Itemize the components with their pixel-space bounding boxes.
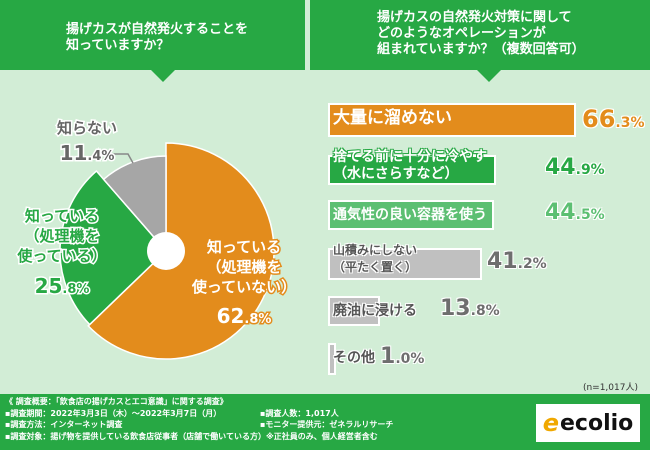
pie-slice-label: 使っていない） [191,278,296,296]
survey-provider: ▪モニター提供元：ゼネラルリサーチ [260,420,394,429]
value-integer: 11 [60,141,88,165]
bar-value: 13.8% [440,296,500,321]
pie-slice-label: 使っている） [16,247,106,265]
bar-label: 捨てる前に十分に冷やす （水にさらすなど） [333,149,487,183]
pie-center-hole [147,232,185,270]
header-pointer [151,70,175,82]
value-decimal: .9% [575,162,605,178]
value-decimal: .4% [87,149,114,164]
pie-slice [59,169,168,326]
value-integer: 66 [582,105,616,133]
pie-chart: 知っている（処理機を使っていない）62.8%知っている（処理機を使っている）25… [15,118,298,360]
value-decimal: .5% [575,207,605,223]
value-decimal: .2% [517,256,547,272]
left-question-line1: 揚げカスが自然発火することを [66,22,249,37]
survey-count: ▪調査人数：1,017人 [260,408,339,418]
value-decimal: .0% [395,351,425,367]
survey-period: ▪調査期間：2022年3月3日（木）～2022年3月7日（月） [5,408,222,418]
bar-label: 廃油に浸ける [333,303,417,320]
bar-value: 1.0% [380,344,424,369]
value-decimal: .8% [470,303,500,319]
sample-size-note: (n=1,017人) [582,383,638,393]
bar-value: 41.2% [487,249,547,274]
value-integer: 25 [35,274,63,298]
pie-slice-value: 11.4% [60,141,115,165]
right-question-line1: 揚げカスの自然発火対策に関して [377,10,572,25]
bar-label: 大量に溜めない [333,110,452,127]
pie-slice-value: 62.8% [217,304,272,328]
value-integer: 44 [545,155,576,180]
left-question-line2: 知っていますか？ [66,38,170,53]
pie-slice-label: （処理機を [206,258,281,276]
survey-overview: 《 調査概要：「飲食店の揚げカスとエコ意識」に関する調査》 [5,397,228,406]
bar [328,343,336,375]
ecolio-logo: e ecolio [536,404,640,442]
bar [328,200,495,230]
survey-method: ▪調査方法：インターネット調査 [5,420,123,429]
logo-text: ecolio [560,410,634,436]
bar-label: 通気性の良い容器を使う [333,207,487,224]
bar-value: 66.3% [582,105,645,133]
bar-label-line: 通気性の良い容器を使う [333,207,487,223]
bar [328,155,496,185]
bar-label-line: 大量に溜めない [333,108,452,128]
value-integer: 44 [545,200,576,225]
pie-slice-label: 知っている [25,207,99,225]
pie-slice-value: 25.8% [35,274,90,298]
bar-label: その他 [333,350,375,367]
bar-label-line: 捨てる前に十分に冷やす [333,149,487,165]
bar-value: 44.5% [545,200,605,225]
right-question-line2: どのようなオペレーションが [377,26,546,41]
value-decimal: .8% [62,282,89,297]
bar-value: 44.9% [545,155,605,180]
value-decimal: .3% [615,115,645,131]
bar-label-line: 山積みにしない [333,243,418,257]
bar [328,103,576,137]
leader-line [108,153,134,164]
value-integer: 1 [380,344,396,369]
bar-label-line: （水にさらすなど） [333,166,459,182]
pie-slice-label: 知っている [207,238,281,256]
bar-label-line: その他 [333,350,375,366]
bar-label-line: （平たく置く） [333,260,418,274]
right-question-line3: 組まれていますか？（複数回答可） [377,42,585,57]
pie-slice-label: （処理機を [24,227,99,245]
survey-target: ▪調査対象：揚げ物を提供している飲食店従事者（店舗で働いている方）※正社員のみ、… [5,431,378,441]
bar [328,296,380,326]
bar-label: 山積みにしない （平たく置く） [333,242,417,276]
bar [328,248,483,280]
bar-label-line: 廃油に浸ける [333,303,417,319]
value-integer: 41 [487,249,518,274]
pie-slice-label: 知らない [57,119,117,137]
header-pointer [477,70,501,82]
left-question-header: 揚げカスが自然発火することを 知っていますか？ [0,0,305,82]
value-integer: 62 [217,304,245,328]
right-question-header: 揚げカスの自然発火対策に関して どのようなオペレーションが 組まれていますか？（… [310,0,650,82]
logo-leaf-e-icon: e [542,409,559,437]
value-decimal: .8% [244,312,271,327]
value-integer: 13 [440,296,471,321]
